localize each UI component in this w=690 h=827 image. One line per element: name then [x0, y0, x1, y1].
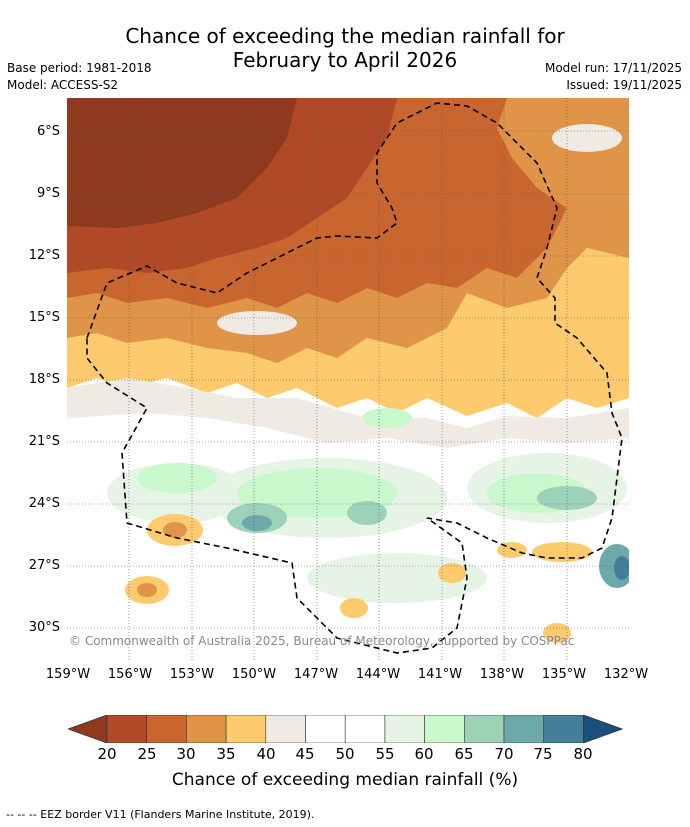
wet-patch-75: [242, 515, 272, 531]
colorbar-low-arrow: [68, 715, 108, 743]
model-run: Model run: 17/11/2025: [544, 61, 682, 75]
colorbar: [68, 715, 623, 743]
colorbar-title: Chance of exceeding median rainfall (%): [171, 770, 519, 790]
colorbar-tick: 45: [295, 745, 315, 763]
lon-label: 150°W: [231, 667, 277, 682]
colorbar-high-arrow: [583, 715, 623, 743]
colorbar-segment: [186, 715, 227, 743]
colorbar-segment: [463, 715, 505, 743]
lon-label: 147°W: [293, 667, 339, 682]
lon-label: 156°W: [107, 667, 153, 682]
lon-label: 135°W: [541, 667, 587, 682]
colorbar-segment: [503, 715, 545, 743]
lat-label: 15°S: [28, 310, 60, 325]
title-line-2: February to April 2026: [232, 48, 458, 72]
band-40-45: [67, 378, 629, 448]
lon-label: 144°W: [355, 667, 401, 682]
colorbar-segment: [543, 715, 584, 743]
issued-date: Issued: 19/11/2025: [566, 78, 682, 92]
colorbar-tick: 60: [414, 745, 434, 763]
eez-border: [86, 102, 623, 654]
model-name: Model: ACCESS-S2: [7, 78, 119, 92]
colorbar-tick: 75: [533, 745, 553, 763]
eez-legend-note: -- -- -- EEZ border V11 (Flanders Marine…: [6, 808, 315, 821]
lon-label: 159°W: [45, 667, 91, 682]
colorbar-tick: 25: [137, 745, 157, 763]
lat-label: 6°S: [36, 124, 60, 139]
colorbar-tick: 70: [494, 745, 514, 763]
lat-label: 24°S: [28, 496, 60, 511]
colorbar-tick: 20: [97, 745, 117, 763]
lat-label: 12°S: [28, 248, 60, 263]
title-line-1: Chance of exceeding the median rainfall …: [125, 24, 565, 48]
band-below-20: [67, 98, 297, 228]
copyright-notice: © Commonwealth of Australia 2025, Bureau…: [69, 634, 575, 648]
colorbar-tick: 65: [454, 745, 474, 763]
lon-label: 132°W: [603, 667, 649, 682]
colorbar-segment: [384, 715, 425, 743]
colorbar-tick: 35: [216, 745, 236, 763]
lat-label: 9°S: [36, 186, 60, 201]
lon-label: 153°W: [169, 667, 215, 682]
base-period: Base period: 1981-2018: [7, 61, 152, 75]
lat-label: 27°S: [28, 558, 60, 573]
lon-label: 138°W: [479, 667, 525, 682]
colorbar-tick: 30: [176, 745, 196, 763]
wet-patch-80: [614, 556, 629, 580]
lat-label: 30°S: [28, 620, 60, 635]
colorbar-segment: [424, 715, 465, 743]
colorbar-tick: 80: [573, 745, 593, 763]
colorbar-segment: [265, 715, 306, 743]
colorbar-segment: [146, 715, 187, 743]
lat-label: 21°S: [28, 434, 60, 449]
lat-label: 18°S: [28, 372, 60, 387]
colorbar-segment: [305, 715, 346, 743]
colorbar-segment: [344, 715, 386, 743]
gridlines: [67, 98, 629, 660]
meta-right: Model run: 17/11/2025 Issued: 19/11/2025: [545, 60, 682, 94]
colorbar-tick: 50: [335, 745, 355, 763]
colorbar-tick: 40: [256, 745, 276, 763]
map-canvas: [67, 98, 629, 660]
lon-label: 141°W: [417, 667, 463, 682]
colorbar-tick: 55: [375, 745, 395, 763]
rainfall-map: [67, 98, 629, 660]
map-title: Chance of exceeding the median rainfall …: [0, 24, 690, 72]
colorbar-segment: [106, 715, 148, 743]
colorbar-segment: [225, 715, 267, 743]
meta-left: Base period: 1981-2018 Model: ACCESS-S2: [7, 60, 152, 94]
